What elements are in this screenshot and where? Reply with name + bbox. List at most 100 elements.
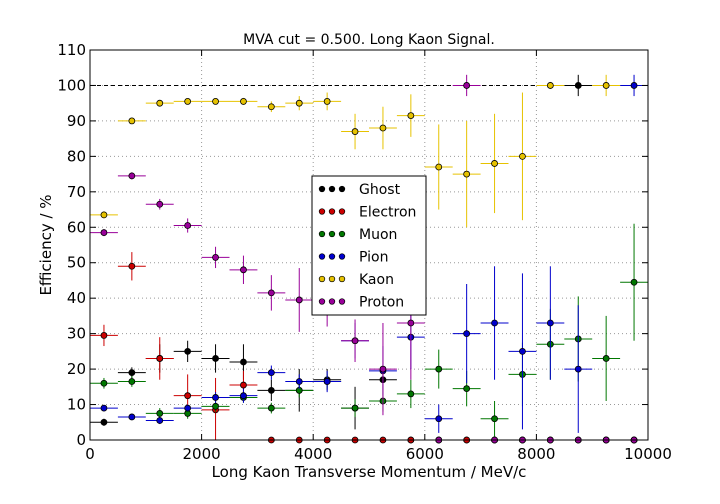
data-point bbox=[424, 349, 453, 389]
legend-entry: Ghost bbox=[318, 182, 401, 198]
legend-marker bbox=[328, 298, 336, 305]
x-axis-label: Long Kaon Transverse Momentum / MeV/c bbox=[212, 463, 527, 481]
data-point bbox=[480, 266, 509, 380]
legend-marker bbox=[318, 230, 326, 238]
point-marker bbox=[240, 266, 247, 274]
point-marker bbox=[519, 347, 526, 355]
point-marker bbox=[240, 392, 247, 400]
legend: Ghost Electron Muon Pion Kaon Proton bbox=[311, 175, 427, 316]
point-marker bbox=[546, 319, 554, 327]
data-point bbox=[564, 305, 593, 433]
legend-label: Electron bbox=[359, 205, 416, 221]
data-point bbox=[145, 408, 174, 419]
point-marker bbox=[267, 386, 275, 394]
legend-box bbox=[311, 175, 427, 316]
data-point bbox=[564, 74, 593, 97]
data-point bbox=[341, 399, 369, 417]
data-point bbox=[117, 117, 146, 125]
data-point bbox=[424, 404, 453, 433]
legend-marker bbox=[318, 275, 326, 283]
legend-label: Ghost bbox=[359, 182, 401, 198]
point-marker bbox=[574, 82, 582, 89]
data-point bbox=[341, 113, 369, 150]
point-marker bbox=[184, 222, 192, 229]
data-point bbox=[536, 266, 565, 380]
data-point bbox=[285, 268, 314, 332]
point-marker bbox=[156, 410, 164, 417]
point-marker bbox=[602, 355, 610, 362]
point-marker bbox=[240, 98, 247, 105]
y-tick-label: 60 bbox=[67, 218, 86, 236]
data-point bbox=[117, 413, 146, 421]
point-marker bbox=[267, 103, 275, 111]
legend-label: Proton bbox=[359, 295, 404, 311]
point-marker bbox=[407, 112, 415, 119]
point-marker bbox=[435, 365, 443, 373]
legend-entry: Kaon bbox=[318, 272, 394, 288]
data-point bbox=[369, 106, 397, 150]
data-point bbox=[424, 124, 453, 210]
x-tick-label: 10000 bbox=[624, 445, 672, 463]
point-marker bbox=[100, 211, 108, 219]
data-point bbox=[90, 229, 118, 237]
point-marker bbox=[379, 365, 387, 373]
point-marker bbox=[156, 355, 164, 362]
y-tick-label: 40 bbox=[67, 289, 86, 307]
data-point bbox=[536, 81, 565, 89]
y-tick-label: 110 bbox=[57, 41, 86, 59]
data-point bbox=[90, 211, 118, 219]
point-marker bbox=[546, 82, 554, 89]
data-point bbox=[145, 416, 174, 425]
point-marker bbox=[630, 82, 638, 89]
point-marker bbox=[156, 417, 164, 424]
plot-frame bbox=[89, 49, 649, 441]
axes: 0 2000 4000 6000 8000 10000 0 10 20 30 40 50 60 70 80 9… bbox=[57, 41, 672, 463]
y-tick-label: 70 bbox=[67, 183, 86, 201]
x-tick-label: 6000 bbox=[406, 445, 444, 463]
point-marker bbox=[184, 392, 192, 400]
data-point bbox=[90, 418, 118, 426]
point-marker bbox=[407, 319, 415, 327]
legend-label: Muon bbox=[359, 227, 397, 243]
data-point bbox=[173, 218, 202, 233]
legend-entry: Muon bbox=[318, 227, 397, 243]
point-marker bbox=[128, 262, 136, 270]
point-marker bbox=[519, 152, 526, 160]
y-tick-label: 100 bbox=[57, 76, 86, 94]
grid bbox=[90, 50, 648, 440]
data-point bbox=[452, 284, 481, 384]
chart-title: MVA cut = 0.500. Long Kaon Signal. bbox=[243, 32, 495, 48]
point-marker bbox=[435, 163, 443, 171]
point-marker bbox=[295, 296, 303, 304]
data-point bbox=[313, 370, 342, 393]
point-marker bbox=[295, 99, 303, 107]
point-marker bbox=[212, 98, 219, 105]
data-point bbox=[90, 404, 118, 412]
data-point bbox=[257, 365, 286, 380]
x-tick-label: 2000 bbox=[183, 445, 221, 463]
legend-marker bbox=[318, 185, 326, 193]
point-marker bbox=[267, 289, 275, 297]
data-point bbox=[620, 223, 648, 341]
data-point bbox=[592, 315, 621, 401]
legend-marker bbox=[328, 253, 336, 260]
data-point bbox=[201, 246, 230, 269]
data-point bbox=[145, 198, 174, 210]
y-axis-label: Efficiency / % bbox=[37, 194, 55, 295]
legend-marker bbox=[338, 185, 346, 193]
data-point bbox=[592, 74, 621, 97]
legend-marker bbox=[318, 298, 326, 305]
point-marker bbox=[323, 98, 331, 105]
data-point bbox=[173, 404, 202, 412]
legend-entry: Electron bbox=[318, 205, 416, 221]
data-point bbox=[229, 388, 258, 403]
data-point bbox=[90, 377, 118, 389]
point-marker bbox=[267, 369, 275, 377]
data-point bbox=[201, 392, 230, 403]
data-point bbox=[452, 74, 481, 97]
y-tick-label: 20 bbox=[67, 360, 86, 378]
data-point bbox=[257, 101, 286, 113]
data-point bbox=[396, 379, 425, 409]
data-point bbox=[480, 113, 509, 214]
